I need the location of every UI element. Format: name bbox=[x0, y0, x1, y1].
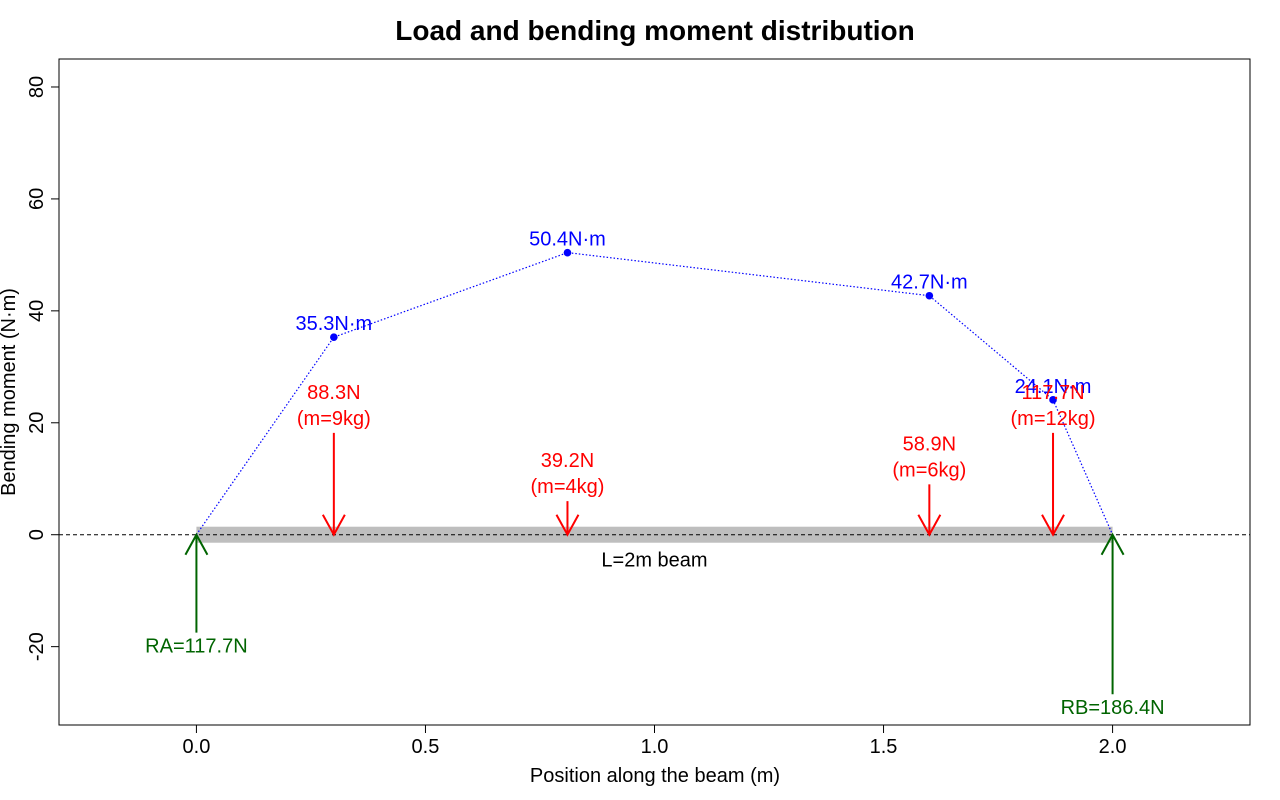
x-axis-label: Position along the beam (m) bbox=[530, 765, 780, 787]
moment-point bbox=[1049, 396, 1057, 404]
y-tick-label: 40 bbox=[26, 300, 48, 322]
x-tick-label: 1.0 bbox=[641, 736, 669, 758]
moment-point bbox=[925, 291, 934, 300]
moment-line bbox=[195, 251, 1114, 536]
load-mass-label: (m=4kg) bbox=[531, 476, 605, 498]
load-mass-label: (m=6kg) bbox=[892, 459, 966, 481]
y-tick-label: 20 bbox=[26, 412, 48, 434]
x-tick-label: 2.0 bbox=[1099, 736, 1127, 758]
chart-title: Load and bending moment distribution bbox=[395, 15, 915, 46]
load-force-label: 58.9N bbox=[903, 433, 956, 455]
x-tick-label: 0.5 bbox=[412, 736, 440, 758]
reactions-layer: RA=117.7N RB=186.4N bbox=[145, 532, 1165, 719]
y-axis-label: Bending moment (N·m) bbox=[0, 288, 20, 496]
moment-point-label: 42.7N·m bbox=[891, 272, 968, 294]
x-tick-label: 1.5 bbox=[870, 736, 898, 758]
load-force-label: 39.2N bbox=[541, 450, 594, 472]
load-force-label: 88.3N bbox=[307, 382, 360, 404]
loads-layer: 88.3N (m=9kg) 39.2N (m=4kg) 58.9N (m=6kg) 117.… bbox=[297, 382, 1096, 537]
load-arrow-head bbox=[321, 514, 346, 537]
x-tick-label: 0.0 bbox=[183, 736, 211, 758]
load-arrow-head bbox=[555, 514, 580, 537]
moment-point bbox=[330, 333, 338, 341]
reaction-label: RB=186.4N bbox=[1061, 697, 1165, 719]
moment-point-label: 24.1N·m bbox=[1015, 376, 1092, 398]
reaction-label: RA=117.7N bbox=[145, 636, 247, 658]
moment-point bbox=[563, 248, 572, 257]
moment-point-label: 35.3N·m bbox=[295, 313, 372, 335]
reaction-arrow-head bbox=[184, 532, 209, 556]
y-tick-label: 80 bbox=[26, 76, 48, 98]
y-tick-label: 0 bbox=[26, 529, 48, 540]
axes-layer: 0.0 0.5 1.0 1.5 2.0 -20 0 20 40 60 80 bbox=[26, 76, 1126, 758]
reaction-arrow-head bbox=[1100, 532, 1125, 556]
beam-label: L=2m beam bbox=[601, 550, 707, 572]
y-tick-label: 60 bbox=[26, 188, 48, 210]
load-force-label: 117.7N bbox=[1022, 382, 1085, 404]
moment-layer: 35.3N·m 50.4N·m 42.7N·m 24.1N·m bbox=[195, 229, 1114, 536]
load-mass-label: (m=12kg) bbox=[1011, 408, 1096, 430]
load-mass-label: (m=9kg) bbox=[297, 408, 371, 430]
load-arrow-head bbox=[917, 514, 942, 537]
load-arrow-head bbox=[1041, 514, 1065, 537]
y-tick-label: -20 bbox=[26, 632, 48, 661]
moment-point-label: 50.4N·m bbox=[529, 229, 606, 251]
